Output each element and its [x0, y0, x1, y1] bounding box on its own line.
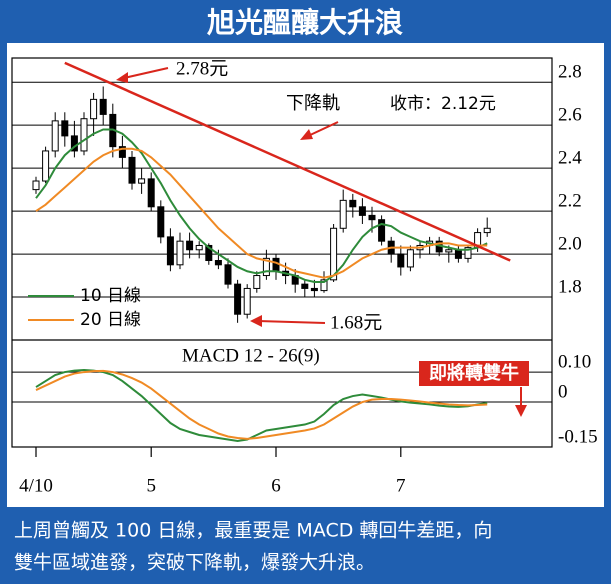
- macd-label: MACD 12 - 26(9): [182, 345, 320, 366]
- annotation: 收市：2.12元: [390, 94, 496, 114]
- candle-body: [128, 156, 136, 184]
- candle-body: [310, 287, 318, 292]
- candle-body: [186, 240, 194, 251]
- macd-panel: -0.15 0 0.10 4/10 5 6 7: [12, 351, 598, 496]
- caption: 上周曾觸及 100 日線，最重要是 MACD 轉回牛差距，向: [14, 520, 492, 542]
- candle-body: [464, 247, 472, 259]
- y-tick-label: 2.4: [558, 147, 582, 168]
- candle-body: [205, 244, 213, 262]
- trendline: [64, 61, 511, 262]
- arrow-head: [300, 129, 313, 140]
- candle-body: [195, 244, 203, 251]
- candle-body: [234, 283, 242, 315]
- candle-body: [118, 146, 126, 158]
- arrow: [257, 320, 326, 324]
- candle-body: [51, 120, 59, 152]
- arrow-head: [250, 315, 262, 327]
- arrow: [123, 67, 169, 79]
- y-tick-label: 1.8: [558, 276, 582, 297]
- candle-body: [138, 178, 146, 184]
- legend-label: 20 日線: [80, 310, 141, 330]
- candle-body: [320, 279, 328, 292]
- candle-body: [147, 178, 155, 208]
- candle-body: [80, 118, 88, 152]
- y-tick-label: 2.6: [558, 105, 582, 126]
- candle-body: [445, 249, 453, 253]
- candle-body: [397, 253, 405, 268]
- candle-body: [61, 120, 69, 137]
- candle-body: [301, 283, 309, 289]
- price-panel: 1.8 2.0 2.2 2.4 2.6 2.8 10 日線 20 日線: [12, 62, 582, 330]
- callout-box: [419, 361, 529, 386]
- candle-body: [368, 214, 376, 221]
- annotation: 2.78元: [176, 58, 228, 79]
- candle-body: [224, 264, 232, 285]
- candle-body: [176, 240, 184, 266]
- y-tick-label: 2.0: [558, 233, 582, 254]
- candle-body: [157, 206, 165, 238]
- candle-body: [90, 98, 98, 120]
- candle-body: [358, 206, 366, 216]
- ma-line: [35, 147, 488, 279]
- annotation: 下降軌: [286, 93, 340, 114]
- caption: 雙牛區域進發，突破下降軌，爆發大升浪。: [14, 552, 375, 574]
- candle-body: [99, 98, 107, 115]
- x-tick-label: 4/10: [19, 475, 53, 496]
- candle-body: [330, 227, 338, 281]
- legend-label: 10 日線: [80, 286, 141, 306]
- arrow: [307, 121, 339, 137]
- annotation: 1.68元: [330, 312, 382, 333]
- y-tick-label: 2.2: [558, 190, 582, 211]
- candle-body: [339, 199, 347, 229]
- candle-body: [166, 236, 174, 266]
- y-tick-label: 0: [558, 381, 568, 402]
- x-tick-label: 7: [396, 475, 406, 496]
- candle-body: [483, 227, 491, 234]
- ma-line: [35, 369, 488, 440]
- candle-body: [406, 249, 414, 268]
- arrow-head: [515, 405, 527, 417]
- candle-body: [32, 180, 40, 191]
- candle-body: [454, 249, 462, 259]
- candle-body: [349, 199, 357, 208]
- x-tick-label: 6: [271, 475, 281, 496]
- candle-body: [243, 287, 251, 315]
- y-tick-label: 2.8: [558, 62, 582, 83]
- y-tick-label: -0.15: [558, 426, 598, 447]
- ma-line: [35, 368, 488, 443]
- arrow-head: [116, 72, 128, 83]
- candle-body: [70, 135, 78, 152]
- callout: 即將轉雙牛: [429, 362, 519, 384]
- title: 旭光醞釀大升浪: [207, 6, 403, 39]
- candle-body: [214, 260, 222, 266]
- candle-body: [272, 257, 280, 272]
- candle-body: [378, 219, 386, 242]
- ma-line: [35, 128, 488, 283]
- candle-body: [42, 150, 50, 182]
- x-tick-label: 5: [146, 475, 156, 496]
- y-tick-label: 0.10: [558, 351, 591, 372]
- candle-body: [253, 275, 261, 289]
- candle-body: [262, 257, 270, 277]
